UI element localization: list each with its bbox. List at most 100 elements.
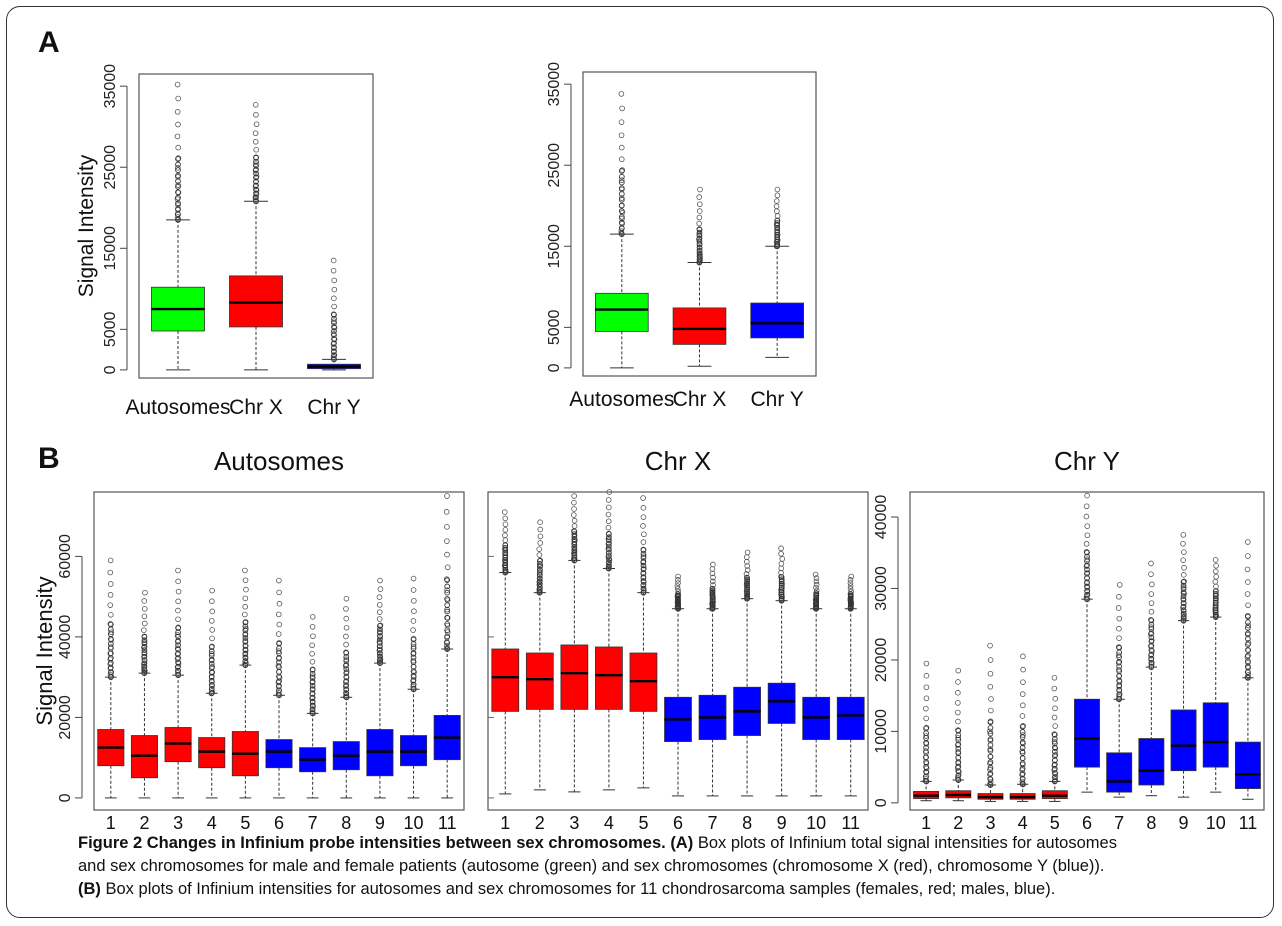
box-9 (1170, 532, 1197, 798)
outlier-point (571, 523, 578, 529)
outlier-point (709, 570, 716, 577)
outlier-point (571, 528, 578, 535)
outlier-point (275, 631, 282, 637)
outlier-point (1084, 523, 1091, 529)
outlier-point (571, 499, 577, 506)
outlier-point (276, 640, 282, 647)
outlier-point (536, 560, 543, 567)
outlier-point (641, 531, 647, 538)
y-tick-label: 10000 (873, 709, 890, 754)
outlier-point (571, 557, 578, 564)
x-category-label: 9 (777, 813, 787, 833)
outlier-point (253, 186, 259, 193)
outlier-point (813, 590, 820, 597)
outlier-point (1083, 513, 1090, 520)
outlier-point (252, 130, 259, 137)
outlier-point (174, 81, 181, 88)
outlier-point (377, 656, 383, 663)
outlier-point (536, 552, 543, 558)
box-body (1138, 738, 1165, 786)
outlier-point (987, 736, 994, 743)
x-category-label: 6 (274, 813, 284, 833)
outlier-point (1213, 573, 1219, 580)
outlier-point (640, 505, 647, 511)
outlier-point (1212, 557, 1219, 563)
box-body (1106, 752, 1133, 793)
outlier-point (410, 643, 417, 650)
caption-a-text-2: and sex chromosomes for male and female … (78, 857, 1105, 875)
outlier-point (812, 571, 819, 578)
box-11 (836, 573, 865, 797)
x-category-label: Chr Y (307, 396, 360, 419)
outlier-point (1052, 776, 1058, 783)
outlier-point (276, 589, 282, 596)
chart-1: 0 5000 15000 25000 35000 Signal Intensity Auto… (75, 64, 374, 419)
outlier-point (242, 619, 249, 626)
outlier-point (310, 633, 316, 640)
outlier-point (778, 584, 785, 591)
x-category-label: Chr Y (751, 388, 804, 411)
outlier-point (1083, 503, 1090, 510)
outlier-point (709, 600, 716, 607)
y-tick-label: 35000 (546, 62, 563, 107)
outlier-point (955, 709, 961, 716)
box-body (595, 646, 623, 710)
outlier-point (1212, 568, 1219, 575)
outlier-point (744, 592, 750, 598)
outlier-point (744, 549, 751, 556)
outlier-point (1116, 672, 1123, 679)
outlier-point (377, 650, 383, 656)
y-tick-label: 60000 (57, 534, 74, 579)
outlier-point (275, 611, 282, 618)
outlier-point (675, 591, 681, 598)
outlier-point (107, 621, 114, 628)
outlier-point (847, 586, 854, 592)
x-category-label: 9 (1179, 813, 1189, 833)
figure-caption: Figure 2 Changes in Infinium probe inten… (78, 832, 1258, 901)
outlier-point (640, 589, 647, 596)
outlier-point (343, 595, 350, 602)
figure-frame (6, 6, 1274, 918)
y-tick-label: 40000 (57, 615, 74, 660)
outlier-point (778, 595, 785, 602)
outlier-point (276, 668, 282, 675)
outlier-point (444, 633, 451, 640)
outlier-point (696, 244, 703, 251)
outlier-point (675, 588, 682, 595)
outlier-point (987, 765, 994, 771)
outlier-point (774, 192, 781, 199)
outlier-point (209, 688, 215, 694)
outlier-point (1051, 778, 1058, 785)
outlier-point (536, 546, 543, 552)
outlier-point (1244, 566, 1251, 573)
outlier-point (208, 673, 215, 680)
outlier-point (174, 109, 181, 115)
outlier-point (411, 608, 417, 614)
plot-frame (93, 491, 465, 811)
outlier-point (536, 558, 543, 564)
outlier-point (343, 686, 350, 693)
outlier-point (141, 670, 148, 676)
outlier-point (1181, 578, 1187, 585)
outlier-point (536, 572, 543, 579)
outlier-point (1245, 624, 1251, 631)
outlier-point (987, 747, 994, 754)
box-3 (977, 642, 1004, 802)
outlier-point (709, 578, 716, 585)
outlier-point (1051, 674, 1058, 681)
outlier-point (570, 512, 577, 518)
y-tick-label: 30000 (873, 566, 890, 611)
y-tick-label: 15000 (102, 226, 119, 271)
outlier-point (175, 629, 181, 636)
outlier-point (779, 556, 786, 562)
chart-5: Chr Y 0 10000 20000 30000 40000 1 2 3 4 5 6 7 8 9 10 11 (873, 446, 1265, 833)
y-tick-label: 20000 (873, 638, 890, 683)
outlier-point (175, 616, 181, 623)
outlier-point (640, 582, 647, 588)
outlier-point (343, 690, 350, 697)
outlier-point (923, 776, 929, 782)
outlier-point (640, 570, 647, 577)
outlier-point (309, 682, 316, 689)
outlier-point (1084, 575, 1090, 581)
outlier-point (410, 636, 417, 643)
